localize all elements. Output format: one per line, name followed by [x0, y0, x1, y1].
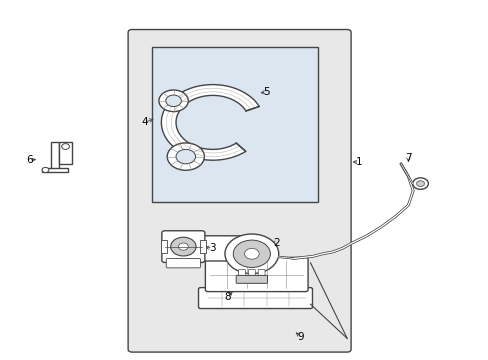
Circle shape [170, 237, 196, 256]
Circle shape [412, 178, 427, 189]
Text: 6: 6 [26, 155, 33, 165]
Text: 9: 9 [297, 332, 304, 342]
FancyBboxPatch shape [41, 168, 68, 172]
Circle shape [176, 149, 195, 164]
Text: 3: 3 [209, 243, 216, 253]
FancyBboxPatch shape [248, 270, 255, 278]
FancyBboxPatch shape [162, 231, 204, 262]
FancyBboxPatch shape [198, 288, 312, 309]
Text: 2: 2 [272, 238, 279, 248]
Text: 7: 7 [404, 153, 411, 163]
FancyBboxPatch shape [166, 258, 200, 268]
FancyBboxPatch shape [238, 248, 254, 258]
Circle shape [159, 90, 188, 112]
Text: 1: 1 [355, 157, 362, 167]
Text: 5: 5 [263, 87, 269, 97]
FancyBboxPatch shape [200, 240, 206, 253]
FancyBboxPatch shape [151, 47, 317, 202]
FancyBboxPatch shape [203, 236, 251, 261]
FancyBboxPatch shape [161, 240, 167, 253]
Circle shape [61, 144, 69, 149]
FancyBboxPatch shape [236, 275, 267, 283]
Circle shape [167, 143, 204, 170]
Circle shape [178, 243, 188, 250]
Circle shape [42, 167, 49, 172]
FancyBboxPatch shape [51, 142, 59, 169]
Text: 4: 4 [141, 117, 147, 127]
FancyBboxPatch shape [258, 270, 264, 278]
Text: 8: 8 [224, 292, 230, 302]
Polygon shape [161, 85, 259, 160]
FancyBboxPatch shape [128, 30, 350, 352]
Circle shape [233, 240, 270, 267]
Circle shape [244, 248, 259, 259]
FancyBboxPatch shape [59, 142, 72, 164]
Circle shape [416, 181, 424, 186]
Circle shape [165, 95, 181, 107]
FancyBboxPatch shape [205, 257, 307, 292]
FancyBboxPatch shape [238, 270, 245, 278]
Circle shape [224, 234, 278, 274]
